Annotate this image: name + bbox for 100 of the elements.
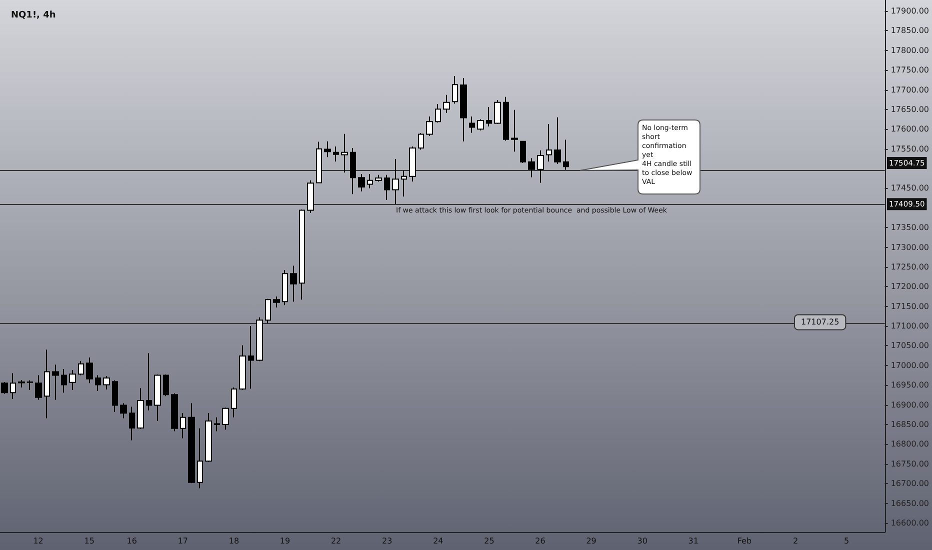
candlestick: [299, 208, 305, 300]
y-tick-label: 17050.00: [890, 341, 929, 350]
candlestick: [341, 133, 348, 173]
y-tick-label: 16800.00: [890, 440, 929, 449]
candlestick: [256, 316, 263, 362]
candlestick: [563, 139, 569, 170]
x-tick-label: 16: [126, 536, 137, 546]
y-tick-label: 17650.00: [890, 104, 929, 114]
x-tick-label: 30: [637, 536, 648, 546]
candlestick: [452, 76, 458, 104]
candlestick: [282, 270, 288, 306]
x-tick-label: 15: [84, 536, 94, 546]
candlestick: [307, 180, 314, 214]
candlestick: [137, 388, 144, 430]
candlestick: [554, 116, 561, 164]
y-tick-label: 16950.00: [890, 380, 929, 390]
x-tick-label: 31: [688, 536, 698, 546]
candlestick: [188, 402, 195, 484]
candlestick: [528, 158, 535, 178]
x-tick-label: 24: [433, 536, 444, 546]
y-tick-label: 17550.00: [890, 144, 929, 154]
y-tick-label: 17600.00: [890, 124, 929, 134]
candlestick: [477, 118, 484, 131]
candlestick: [520, 140, 526, 164]
candlestick: [171, 392, 178, 432]
candlestick: [375, 174, 382, 182]
x-tick-label: 26: [535, 536, 546, 546]
candlestick: [78, 360, 84, 376]
candlestick: [248, 326, 254, 390]
candlestick: [546, 124, 552, 162]
candlestick: [1, 381, 8, 394]
candlestick: [426, 116, 433, 136]
candlestick: [61, 368, 67, 394]
candlestick: [265, 298, 271, 324]
y-tick-label: 16850.00: [890, 420, 929, 429]
candlestick: [290, 265, 297, 302]
candlestick: [18, 380, 25, 388]
x-tick-label: Feb: [737, 536, 752, 546]
candlestick: [503, 96, 509, 142]
x-tick-label: 18: [228, 536, 240, 546]
y-tick-label: 17750.00: [890, 66, 929, 75]
candlestick: [316, 141, 322, 184]
y-tick-label: 17300.00: [890, 242, 929, 252]
x-tick-label: 19: [280, 536, 290, 546]
candlestick: [273, 296, 280, 308]
y-tick-label: 17100.00: [890, 322, 929, 331]
candlestick: [103, 376, 110, 390]
y-tick-label: 17850.00: [890, 26, 929, 36]
candlestick: [69, 370, 76, 390]
candlestick: [486, 106, 492, 127]
candlestick: [392, 158, 399, 205]
candlestick: [333, 146, 339, 162]
candlestick: [443, 94, 450, 114]
y-tick-label: 16900.00: [890, 400, 929, 410]
x-tick-label: 22: [330, 536, 342, 546]
candlestick: [409, 146, 416, 182]
y-tick-label: 17900.00: [890, 6, 929, 16]
candlestick: [494, 100, 501, 125]
candlestick: [52, 364, 59, 400]
y-tick-label: 16600.00: [890, 518, 929, 528]
candlestick: [112, 380, 118, 412]
candlestick: [418, 132, 424, 150]
x-tick-label: 29: [586, 536, 596, 546]
candlestick: [460, 77, 467, 142]
candlestick: [350, 148, 356, 195]
candlestick: [10, 372, 16, 400]
candlestick: [435, 103, 441, 123]
x-tick-label: 23: [382, 536, 392, 546]
y-tick-label: 17350.00: [890, 223, 929, 232]
candlestick: [146, 352, 152, 411]
y-tick-label: 16700.00: [890, 479, 929, 488]
candlestick: [120, 402, 127, 419]
candlestick: [197, 428, 203, 489]
candlestick: [222, 407, 229, 430]
ref-line-label: 17107.25: [801, 318, 840, 327]
candlestick: [27, 380, 33, 390]
x-tick-label: 17: [178, 536, 188, 546]
candlestick: [163, 374, 169, 397]
candlestick: [129, 406, 135, 441]
candlestick: [86, 357, 93, 384]
y-tick-label: 16750.00: [890, 459, 929, 468]
candlestick: [401, 170, 407, 197]
candlestick: [180, 412, 186, 439]
candlestick: [44, 349, 50, 419]
y-tick-label: 17000.00: [890, 360, 929, 370]
candlestick: [537, 150, 544, 184]
y-tick-label: 17700.00: [890, 85, 929, 94]
x-tick-label: 2: [792, 536, 798, 546]
candlestick: [154, 374, 161, 422]
candlestick: [358, 174, 365, 192]
y-tick-label: 17200.00: [890, 282, 929, 292]
candlestick: [239, 344, 246, 390]
candlestick: [384, 174, 390, 201]
y-tick-label: 16650.00: [890, 498, 929, 508]
y-tick-label: 17250.00: [890, 262, 929, 272]
candlestick: [324, 140, 331, 158]
text: NQ1!, 4h: [11, 10, 56, 20]
y-tick-label: 17800.00: [890, 46, 929, 55]
candlestick: [205, 412, 212, 462]
candlestick: [214, 416, 220, 432]
